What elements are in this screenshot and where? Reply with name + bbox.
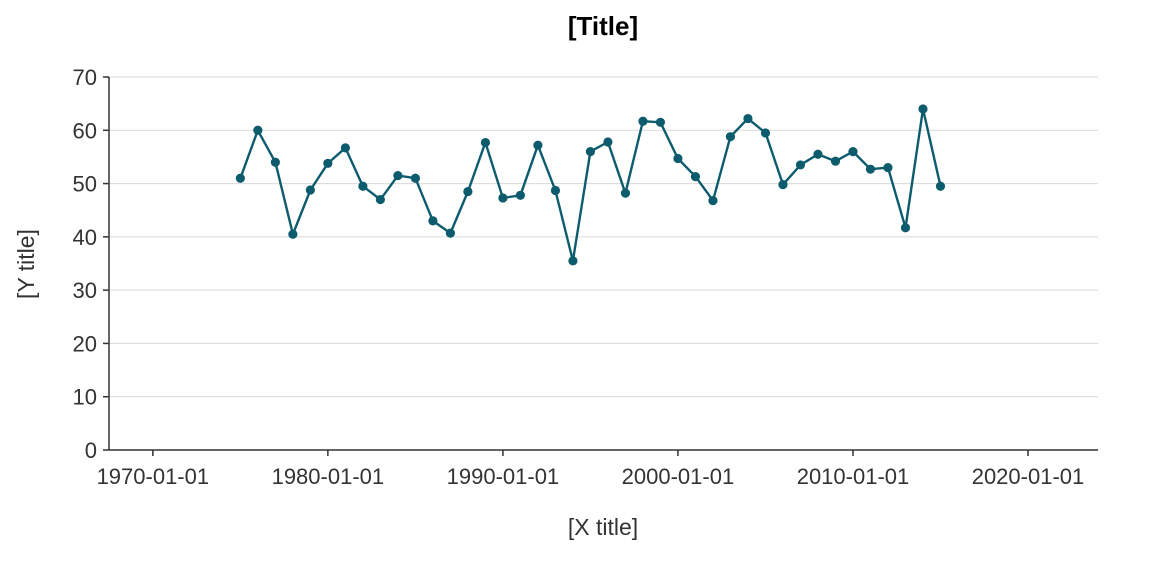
x-tick-label: 1990-01-01: [447, 464, 560, 489]
y-tick-label: 60: [73, 118, 97, 143]
y-tick-label: 0: [85, 438, 97, 463]
data-point[interactable]: [288, 229, 298, 239]
y-tick-label: 70: [73, 65, 97, 90]
data-point[interactable]: [305, 185, 315, 195]
data-point[interactable]: [340, 143, 350, 153]
data-point[interactable]: [690, 172, 701, 182]
data-point[interactable]: [498, 193, 508, 203]
data-point[interactable]: [830, 156, 841, 166]
y-axis-title: [Y title]: [13, 229, 39, 299]
axes: 0 10 20 30 40 50 60 70 1970-01-01 1980-01-01 1990-…: [73, 65, 1098, 489]
data-point[interactable]: [795, 160, 806, 170]
x-axis-title: [X title]: [568, 514, 638, 540]
data-point[interactable]: [760, 128, 771, 138]
data-point[interactable]: [778, 180, 788, 190]
data-point[interactable]: [480, 137, 491, 148]
y-tick-label: 20: [73, 331, 97, 356]
data-point[interactable]: [515, 190, 526, 200]
data-point[interactable]: [585, 147, 596, 157]
x-tick-label: 2000-01-01: [622, 464, 735, 489]
data-point[interactable]: [900, 223, 911, 233]
data-point[interactable]: [393, 170, 403, 181]
data-point[interactable]: [918, 104, 928, 114]
y-tick-label: 10: [73, 385, 97, 410]
data-point[interactable]: [428, 216, 438, 226]
x-tick-label: 2010-01-01: [797, 464, 910, 489]
data-point[interactable]: [708, 196, 718, 206]
x-tick-label: 1970-01-01: [97, 464, 210, 489]
series-line: [239, 107, 942, 262]
data-point[interactable]: [463, 186, 473, 197]
data-point[interactable]: [620, 188, 631, 198]
data-point[interactable]: [883, 162, 893, 173]
data-point[interactable]: [270, 157, 280, 167]
series: [235, 104, 946, 266]
data-point[interactable]: [655, 117, 666, 127]
data-point[interactable]: [638, 116, 648, 126]
data-point[interactable]: [725, 132, 736, 142]
data-point[interactable]: [848, 147, 858, 157]
data-point[interactable]: [550, 185, 561, 196]
data-point[interactable]: [673, 153, 683, 164]
data-point[interactable]: [743, 113, 753, 124]
data-point[interactable]: [358, 181, 368, 191]
data-point[interactable]: [375, 194, 385, 205]
data-point[interactable]: [410, 173, 421, 183]
data-point[interactable]: [935, 181, 946, 191]
y-tick-label: 40: [73, 225, 97, 250]
data-point[interactable]: [323, 158, 333, 168]
data-point[interactable]: [235, 173, 245, 183]
y-tick-label: 30: [73, 278, 97, 303]
data-point[interactable]: [568, 256, 578, 266]
x-tick-label: 2020-01-01: [972, 464, 1085, 489]
chart-title: [Title]: [568, 11, 638, 41]
data-point[interactable]: [603, 137, 613, 147]
data-point[interactable]: [865, 164, 876, 174]
x-tick-label: 1980-01-01: [272, 464, 385, 489]
data-point[interactable]: [253, 125, 263, 135]
y-tick-label: 50: [73, 172, 97, 197]
data-point[interactable]: [445, 228, 455, 238]
gridlines: [109, 76, 1098, 398]
data-point[interactable]: [533, 140, 543, 150]
data-point[interactable]: [813, 149, 823, 159]
